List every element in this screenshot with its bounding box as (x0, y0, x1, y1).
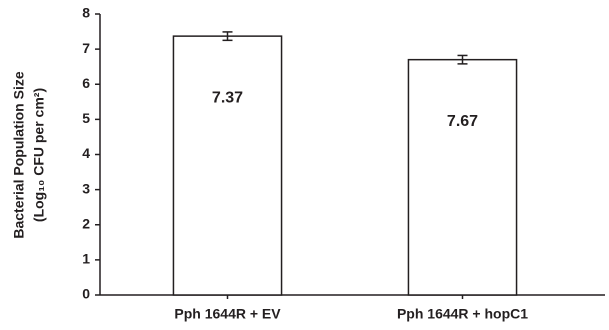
y-tick-label: 6 (82, 75, 90, 91)
bar (407, 58, 518, 296)
y-tick-label: 4 (82, 145, 90, 161)
x-tick-label: Pph 1644R + hopC1 (397, 306, 528, 322)
y-axis-label: Bacterial Population Size (11, 71, 27, 238)
y-tick-label: 8 (82, 5, 90, 21)
bar (172, 35, 283, 296)
y-tick-label: 7 (82, 40, 90, 56)
annotation: 7.67 (447, 113, 478, 130)
y-axis-label: (Log₁₀ CFU per cm²) (31, 88, 47, 222)
x-tick-label: Pph 1644R + EV (174, 306, 281, 322)
y-tick-label: 3 (82, 180, 90, 196)
y-tick-label: 1 (82, 251, 90, 267)
y-tick-label: 2 (82, 215, 90, 231)
y-tick-label: 0 (82, 286, 90, 302)
y-tick-label: 5 (82, 110, 90, 126)
annotation: 7.37 (212, 89, 243, 106)
